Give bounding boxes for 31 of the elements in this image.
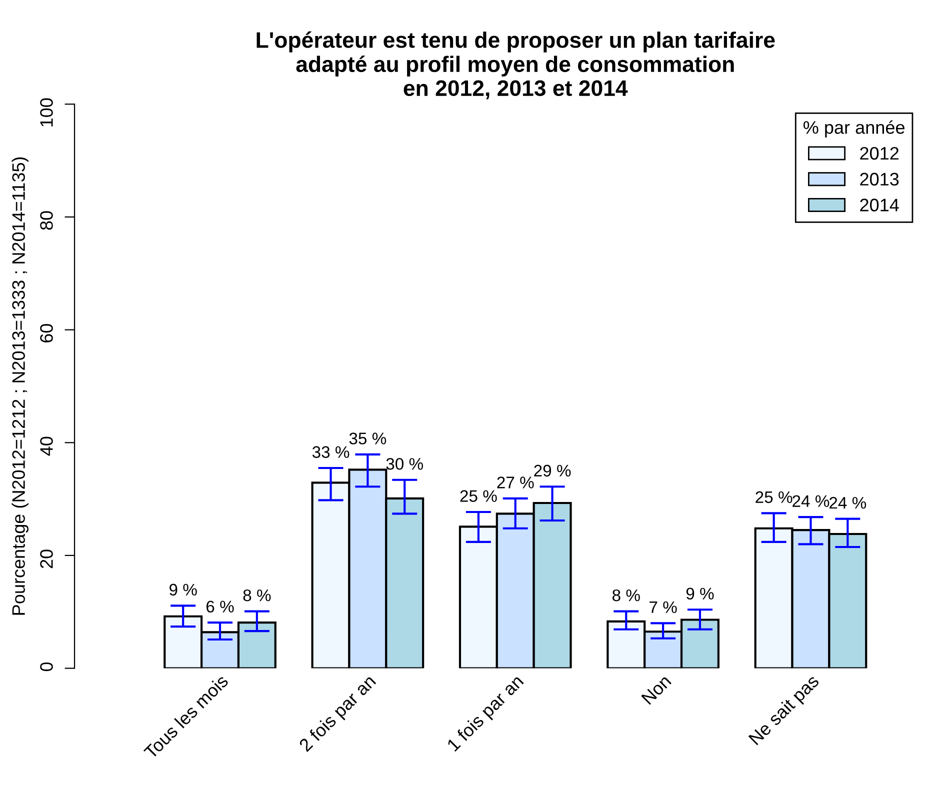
data-label: 29 % xyxy=(534,464,571,477)
chart-title: L'opérateur est tenu de proposer un plan tarifaire adapté au profil moyen de consommation en 2012, 2013 et 2014 xyxy=(256,31,775,100)
y-axis-title: Pourcentage (N2012=1212 ; N2013=1333 ; N2014=1135) xyxy=(12,157,29,615)
data-label: 7 % xyxy=(650,601,677,614)
x-tick-label: Non xyxy=(641,674,672,705)
data-label: 30 % xyxy=(386,458,424,470)
legend-label: 2012 xyxy=(860,146,899,160)
legend-label: 2013 xyxy=(860,172,899,186)
y-tick-label: 60 xyxy=(40,324,53,342)
data-label: 24 % xyxy=(792,495,830,507)
y-tick-label: 100 xyxy=(40,98,53,126)
data-label: 8 % xyxy=(243,589,271,602)
legend-title: % par année xyxy=(804,120,904,138)
data-label: 33 % xyxy=(312,446,350,458)
data-label: 24 % xyxy=(830,496,866,509)
legend-label: 2014 xyxy=(860,198,899,212)
data-label: 9 % xyxy=(686,588,714,600)
data-label: 6 % xyxy=(206,600,234,613)
y-tick-label: 0 xyxy=(40,662,53,672)
x-tick-label: 1 fois par an xyxy=(446,674,526,754)
y-tick-label: 80 xyxy=(40,211,53,230)
data-label: 35 % xyxy=(349,432,386,444)
x-tick-label: 2 fois par an xyxy=(298,674,379,755)
data-label: 8 % xyxy=(612,589,640,602)
y-tick-label: 20 xyxy=(40,550,53,568)
data-label: 9 % xyxy=(170,584,197,596)
y-tick-label: 40 xyxy=(40,436,53,456)
x-tick-label: Ne sait pas xyxy=(748,674,822,748)
data-label: 27 % xyxy=(497,476,534,488)
data-label: 25 % xyxy=(460,490,497,502)
data-label: 25 % xyxy=(756,491,792,504)
